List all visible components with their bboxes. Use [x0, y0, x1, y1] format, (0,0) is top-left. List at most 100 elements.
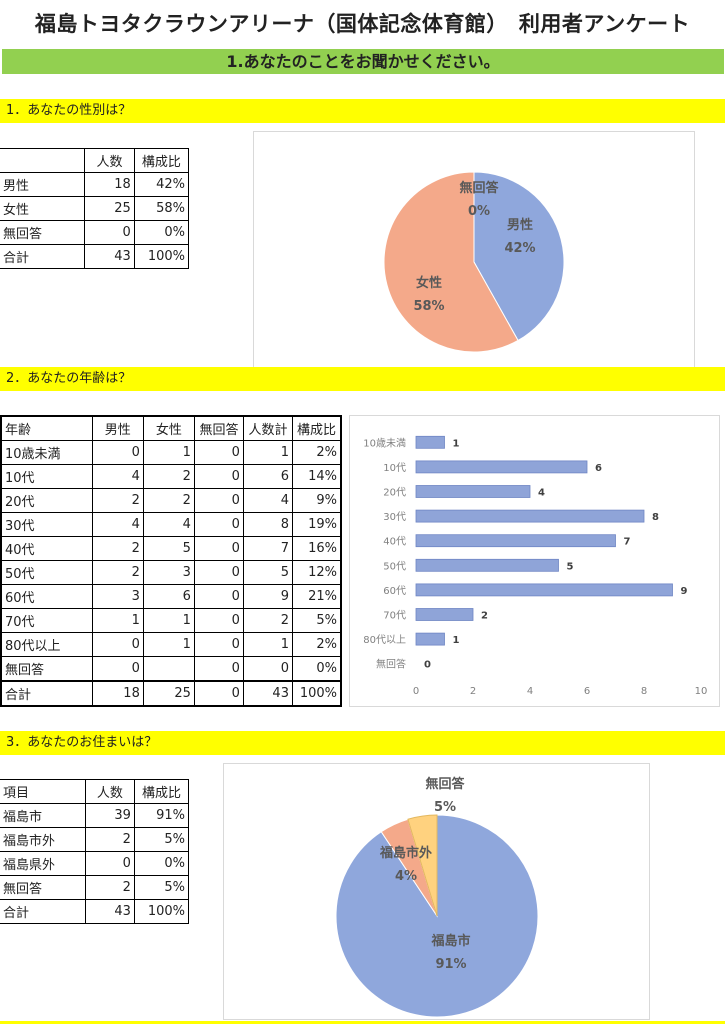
table-cell: 5: [242, 560, 293, 585]
bar-value-label: 6: [595, 463, 602, 474]
table-cell: 0: [84, 220, 135, 245]
table-cell: 43: [242, 680, 293, 707]
bar-value-label: 0: [424, 660, 431, 671]
pie-data-label: 0%: [468, 204, 490, 219]
category-tick-label: 20代: [383, 487, 406, 499]
pie-data-label: 福島市外: [379, 845, 432, 861]
table-row: 合計 18 25 0 43 100%: [0, 680, 342, 707]
table-cell: 福島県外: [0, 851, 86, 876]
table-row: 40代 2 5 0 7 16%: [0, 536, 342, 561]
pie-data-label: 福島市: [430, 933, 470, 949]
table-cell: 30代: [0, 512, 93, 537]
pie-data-label: 91%: [435, 957, 466, 972]
bar: [415, 509, 645, 523]
bar: [415, 534, 616, 548]
pie-data-label: 42%: [504, 241, 535, 256]
table-cell: 女性: [0, 196, 85, 221]
x-tick-label: 2: [470, 686, 476, 697]
table-row: 10代 4 2 0 6 14%: [0, 464, 342, 489]
table-row: 80代以上 0 1 0 1 2%: [0, 632, 342, 657]
table-cell: 0: [193, 656, 244, 682]
table-header-row: 年齢 男性 女性 無回答 人数計 構成比: [0, 415, 342, 441]
table-row: 合計 43 100%: [0, 899, 190, 924]
table-cell: 16%: [291, 536, 342, 561]
question-3-heading: 3．あなたのお住まいは？: [0, 731, 725, 755]
table-row: 70代 1 1 0 2 5%: [0, 608, 342, 633]
table-row: 福島県外 0 0%: [0, 851, 190, 876]
residence-table: 項目 人数 構成比 福島市 39 91% 福島市外 2 5% 福島県外 0 0% 無回答 2 5% 合計 43 1…: [0, 779, 190, 924]
table-cell: 1: [142, 608, 195, 633]
gender-pie-svg: 男性 42% 女性 58% 無回答 0%: [383, 171, 565, 353]
table-row: 男性 18 42%: [0, 172, 190, 197]
table-cell: 10歳未満: [0, 440, 93, 465]
table-cell: 4: [142, 512, 195, 537]
table-cell: 12%: [291, 560, 342, 585]
table-cell: 9: [242, 584, 293, 609]
x-tick-label: 10: [695, 686, 708, 697]
bar-value-label: 1: [453, 438, 460, 449]
table-cell: 0: [91, 632, 144, 657]
table-cell: 3: [142, 560, 195, 585]
table-cell: 2: [91, 488, 144, 513]
table-cell: 福島市外: [0, 827, 86, 852]
table-cell: 0: [193, 464, 244, 489]
table-cell: 1: [142, 440, 195, 465]
pie-data-label: 女性: [416, 275, 442, 291]
table-row: 女性 25 58%: [0, 196, 190, 221]
pie-data-label: 男性: [507, 217, 533, 233]
age-bar-chart: 10歳未満 1 10代 6 20代 4 30代 8 40代 7 50代 5 60代 9 70代 2 80代以上 1…: [349, 415, 720, 707]
table-cell: 0: [91, 440, 144, 465]
table-row: 10歳未満 0 1 0 1 2%: [0, 440, 342, 465]
table-cell: 無回答: [0, 656, 93, 682]
table-cell: 5%: [291, 608, 342, 633]
gender-table: 人数 構成比 男性 18 42% 女性 25 58% 無回答 0 0% 合計 43 100%: [0, 148, 190, 269]
age-table: 年齢 男性 女性 無回答 人数計 構成比 10歳未満 0 1 0 1 2% 10代 4 2 0 6 14% 20代 2…: [0, 415, 342, 707]
table-header-row: 項目 人数 構成比: [0, 779, 190, 804]
table-cell: 無回答: [0, 220, 85, 245]
table-header-cell: 構成比: [291, 415, 342, 441]
table-cell: 1: [142, 632, 195, 657]
table-cell: 0%: [133, 851, 190, 876]
x-tick-label: 4: [527, 686, 533, 697]
table-header-cell: 女性: [142, 415, 195, 441]
table-cell: 4: [91, 512, 144, 537]
table-header-cell: 男性: [91, 415, 144, 441]
table-cell: 0%: [133, 220, 190, 245]
table-cell: 0: [91, 656, 144, 682]
pie-data-label: 4%: [395, 869, 417, 884]
table-cell: 0: [193, 680, 244, 707]
table-cell: 0: [193, 632, 244, 657]
pie-data-label: 58%: [413, 299, 444, 314]
table-cell: 25: [84, 196, 135, 221]
table-cell: 4: [91, 464, 144, 489]
table-header-cell: 人数計: [242, 415, 293, 441]
table-cell: 100%: [133, 244, 190, 269]
category-tick-label: 30代: [383, 511, 406, 523]
table-cell: 9%: [291, 488, 342, 513]
table-cell: 無回答: [0, 875, 86, 900]
table-cell: 21%: [291, 584, 342, 609]
table-cell: 100%: [133, 899, 190, 924]
table-cell: 42%: [133, 172, 190, 197]
table-cell: 0: [193, 560, 244, 585]
table-cell: 4: [242, 488, 293, 513]
table-cell: 0: [193, 488, 244, 513]
residence-pie-svg: 福島市 91% 福島市外 4% 無回答 5%: [335, 776, 539, 1018]
table-cell: 男性: [0, 172, 85, 197]
table-header-cell: 構成比: [133, 148, 190, 173]
bar: [415, 632, 445, 646]
table-row: 無回答 0 0 0 0%: [0, 656, 342, 682]
bar-value-label: 2: [481, 611, 488, 622]
table-cell: 91%: [133, 803, 190, 828]
table-row: 福島市外 2 5%: [0, 827, 190, 852]
gender-pie-chart: 男性 42% 女性 58% 無回答 0%: [253, 131, 695, 368]
table-header-cell: 人数: [84, 779, 135, 804]
category-tick-label: 40代: [383, 536, 406, 548]
table-cell: 0: [193, 440, 244, 465]
table-header-cell: 人数: [84, 148, 135, 173]
table-row: 無回答 2 5%: [0, 875, 190, 900]
table-cell: 43: [84, 899, 135, 924]
table-cell: 0: [193, 536, 244, 561]
table-cell: 福島市: [0, 803, 86, 828]
table-cell: 合計: [0, 899, 86, 924]
